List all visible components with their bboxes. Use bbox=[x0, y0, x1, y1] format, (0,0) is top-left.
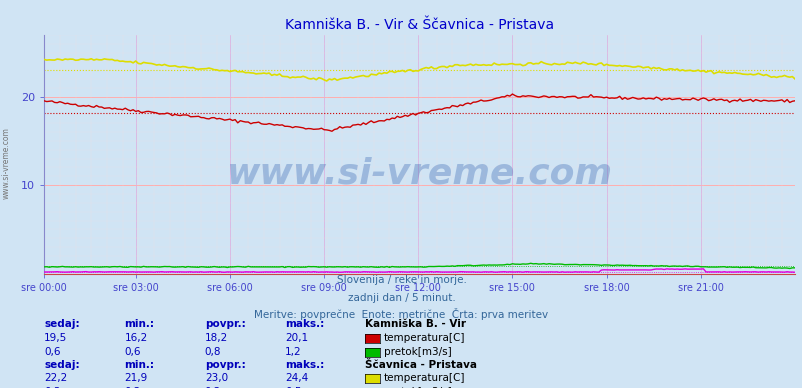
Text: Meritve: povprečne  Enote: metrične  Črta: prva meritev: Meritve: povprečne Enote: metrične Črta:… bbox=[254, 308, 548, 320]
Text: www.si-vreme.com: www.si-vreme.com bbox=[226, 156, 612, 191]
Text: pretok[m3/s]: pretok[m3/s] bbox=[383, 346, 451, 357]
Title: Kamniška B. - Vir & Ščavnica - Pristava: Kamniška B. - Vir & Ščavnica - Pristava bbox=[285, 18, 553, 32]
Text: Slovenija / reke in morje.: Slovenija / reke in morje. bbox=[336, 275, 466, 285]
Text: 0,6: 0,6 bbox=[44, 346, 61, 357]
Text: maks.:: maks.: bbox=[285, 319, 324, 329]
Text: temperatura[C]: temperatura[C] bbox=[383, 373, 464, 383]
Text: sedaj:: sedaj: bbox=[44, 319, 79, 329]
Text: min.:: min.: bbox=[124, 360, 154, 370]
Text: sedaj:: sedaj: bbox=[44, 360, 79, 370]
Text: 18,2: 18,2 bbox=[205, 333, 228, 343]
Text: 16,2: 16,2 bbox=[124, 333, 148, 343]
Text: Kamniška B. - Vir: Kamniška B. - Vir bbox=[365, 319, 466, 329]
Text: 0,6: 0,6 bbox=[124, 346, 141, 357]
Text: povpr.:: povpr.: bbox=[205, 360, 245, 370]
Text: 19,5: 19,5 bbox=[44, 333, 67, 343]
Text: povpr.:: povpr.: bbox=[205, 319, 245, 329]
Text: zadnji dan / 5 minut.: zadnji dan / 5 minut. bbox=[347, 293, 455, 303]
Text: 0,3: 0,3 bbox=[44, 387, 61, 388]
Text: 1,2: 1,2 bbox=[285, 346, 302, 357]
Text: temperatura[C]: temperatura[C] bbox=[383, 333, 464, 343]
Text: 0,5: 0,5 bbox=[285, 387, 302, 388]
Text: min.:: min.: bbox=[124, 319, 154, 329]
Text: 0,2: 0,2 bbox=[124, 387, 141, 388]
Text: 0,2: 0,2 bbox=[205, 387, 221, 388]
Text: 22,2: 22,2 bbox=[44, 373, 67, 383]
Text: Ščavnica - Pristava: Ščavnica - Pristava bbox=[365, 360, 476, 370]
Text: 21,9: 21,9 bbox=[124, 373, 148, 383]
Text: 20,1: 20,1 bbox=[285, 333, 308, 343]
Text: 23,0: 23,0 bbox=[205, 373, 228, 383]
Text: 24,4: 24,4 bbox=[285, 373, 308, 383]
Text: 0,8: 0,8 bbox=[205, 346, 221, 357]
Text: maks.:: maks.: bbox=[285, 360, 324, 370]
Text: pretok[m3/s]: pretok[m3/s] bbox=[383, 387, 451, 388]
Text: www.si-vreme.com: www.si-vreme.com bbox=[2, 127, 11, 199]
